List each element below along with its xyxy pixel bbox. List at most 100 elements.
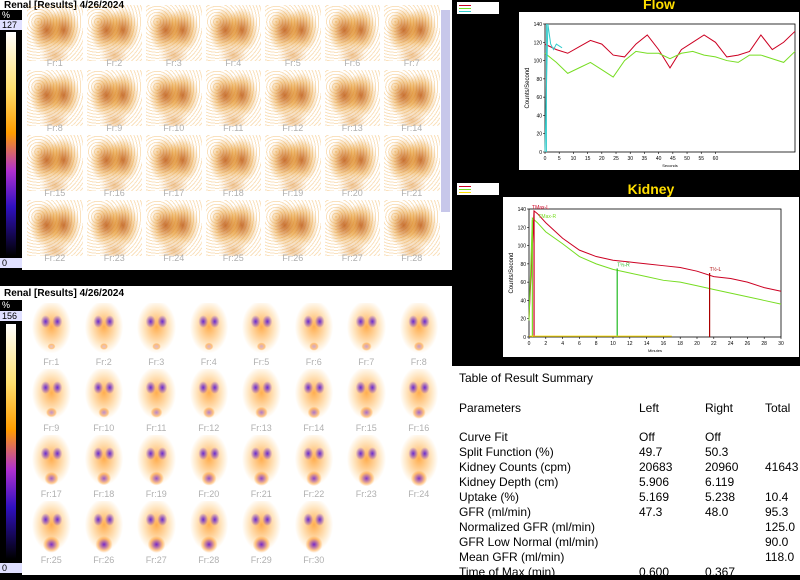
frame-label: Fr:3 [148, 357, 165, 367]
frame-thumbnail[interactable]: Fr:20 [184, 435, 233, 499]
frame-thumbnail[interactable]: Fr:13 [324, 70, 380, 133]
frame-label: Fr:8 [46, 123, 63, 133]
scan-image [27, 5, 83, 61]
frame-label: Fr:11 [223, 123, 244, 133]
x-tick-label: 40 [656, 156, 662, 162]
frame-thumbnail[interactable]: Fr:11 [132, 369, 181, 433]
x-tick-label: 26 [745, 341, 751, 347]
frame-thumbnail[interactable]: Fr:23 [86, 200, 142, 263]
scan-image [265, 200, 321, 256]
y-tick-label: 140 [518, 207, 527, 213]
frame-thumbnail[interactable]: Fr:8 [27, 70, 83, 133]
frame-thumbnail[interactable]: Fr:6 [324, 5, 380, 68]
frame-thumbnail[interactable]: Fr:24 [146, 200, 202, 263]
x-tick-label: 12 [627, 341, 633, 347]
frame-thumbnail[interactable]: Fr:23 [342, 435, 391, 499]
frame-thumbnail[interactable]: Fr:19 [132, 435, 181, 499]
frame-thumbnail[interactable]: Fr:18 [205, 135, 261, 198]
frame-thumbnail[interactable]: Fr:5 [265, 5, 321, 68]
scan-image [132, 303, 181, 356]
table-header: Parameters Left Right Total [459, 401, 800, 416]
scan-image [237, 501, 286, 554]
frame-label: Fr:4 [200, 357, 217, 367]
header-parameters: Parameters [459, 401, 522, 415]
frame-thumbnail[interactable]: Fr:16 [86, 135, 142, 198]
frame-label: Fr:18 [93, 489, 115, 499]
frame-thumbnail[interactable]: Fr:10 [79, 369, 128, 433]
frame-thumbnail[interactable]: Fr:9 [86, 70, 142, 133]
scale-unit: % [2, 10, 11, 20]
frame-thumbnail[interactable]: Fr:17 [146, 135, 202, 198]
frame-thumbnail[interactable]: Fr:12 [265, 70, 321, 133]
frame-thumbnail[interactable]: Fr:11 [205, 70, 261, 133]
frame-thumbnail[interactable]: Fr:28 [184, 501, 233, 565]
frame-thumbnail[interactable]: Fr:2 [79, 303, 128, 367]
marker-label: TMax-L [532, 205, 549, 211]
frame-thumbnail[interactable]: Fr:26 [79, 501, 128, 565]
frame-thumbnail[interactable]: Fr:10 [146, 70, 202, 133]
frame-thumbnail[interactable]: Fr:15 [27, 135, 83, 198]
frame-thumbnail[interactable]: Fr:1 [27, 303, 76, 367]
y-tick-label: 120 [518, 225, 527, 231]
frame-thumbnail[interactable]: Fr:15 [342, 369, 391, 433]
frame-thumbnail[interactable]: Fr:22 [27, 200, 83, 263]
frame-thumbnail[interactable]: Fr:7 [384, 5, 440, 68]
frame-thumbnail[interactable]: Fr:14 [289, 369, 338, 433]
frame-thumbnail[interactable]: Fr:25 [205, 200, 261, 263]
frame-label: Fr:26 [93, 555, 115, 565]
frame-thumbnail[interactable]: Fr:27 [132, 501, 181, 565]
frame-thumbnail[interactable]: Fr:30 [289, 501, 338, 565]
frame-label: Fr:16 [408, 423, 430, 433]
frame-thumbnail[interactable]: Fr:4 [205, 5, 261, 68]
table-cell: 125.0 [765, 520, 796, 534]
frame-thumbnail[interactable]: Fr:14 [384, 70, 440, 133]
frame-thumbnail[interactable]: Fr:29 [237, 501, 286, 565]
frame-thumbnail[interactable]: Fr:7 [342, 303, 391, 367]
frame-label: Fr:18 [222, 188, 244, 198]
table-cell: 49.7 [639, 445, 663, 459]
scan-image [86, 5, 142, 61]
y-tick-label: 140 [534, 22, 543, 28]
frame-thumbnail[interactable]: Fr:5 [237, 303, 286, 367]
frame-thumbnail[interactable]: Fr:12 [184, 369, 233, 433]
x-tick-label: 20 [599, 156, 605, 162]
frame-thumbnail[interactable]: Fr:21 [384, 135, 440, 198]
frame-thumbnail[interactable]: Fr:16 [394, 369, 443, 433]
header-total: Total [765, 401, 791, 415]
frame-thumbnail[interactable]: Fr:17 [27, 435, 76, 499]
table-row: GFR (ml/min) 47.3 48.0 95.3 [459, 505, 800, 520]
frame-thumbnail[interactable]: Fr:28 [384, 200, 440, 263]
frame-thumbnail[interactable]: Fr:4 [184, 303, 233, 367]
frame-thumbnail[interactable]: Fr:26 [265, 200, 321, 263]
frame-thumbnail[interactable]: Fr:24 [394, 435, 443, 499]
frame-thumbnail[interactable]: Fr:21 [237, 435, 286, 499]
frame-thumbnail[interactable]: Fr:2 [86, 5, 142, 68]
frame-thumbnail[interactable]: Fr:1 [27, 5, 83, 68]
frame-thumbnail[interactable]: Fr:8 [394, 303, 443, 367]
marker-label: T½-R [617, 261, 630, 268]
frame-thumbnail[interactable]: Fr:3 [132, 303, 181, 367]
frame-thumbnail[interactable]: Fr:3 [146, 5, 202, 68]
frame-thumbnail[interactable]: Fr:13 [237, 369, 286, 433]
scan-image [324, 70, 380, 126]
frame-thumbnail[interactable]: Fr:20 [324, 135, 380, 198]
frame-thumbnail[interactable]: Fr:22 [289, 435, 338, 499]
scrollbar[interactable] [441, 10, 450, 212]
y-tick-label: 0 [523, 335, 526, 341]
frame-label: Fr:5 [253, 357, 270, 367]
table-cell: 20683 [639, 460, 673, 474]
frame-thumbnail[interactable]: Fr:19 [265, 135, 321, 198]
scan-image [86, 70, 142, 126]
scan-image [184, 501, 233, 554]
frame-thumbnail[interactable]: Fr:27 [324, 200, 380, 263]
table-cell: 0.600 [639, 565, 670, 579]
table-cell: 90.0 [765, 535, 789, 549]
frame-thumbnail[interactable]: Fr:9 [27, 369, 76, 433]
frame-thumbnail[interactable]: Fr:18 [79, 435, 128, 499]
flow-chart-panel: Flow 0 20 40 60 80 100 120 140 0 5 10 15 20 25 30 35 40 4… [453, 0, 800, 176]
frame-thumbnail[interactable]: Fr:25 [27, 501, 76, 565]
frame-label: Fr:12 [282, 123, 304, 133]
frame-label: Fr:6 [305, 357, 322, 367]
kidney-chart-panel: Kidney 0 20 40 60 80 100 120 140 0 2 4 6 8 10 12 14 16 18… [453, 181, 800, 361]
frame-thumbnail[interactable]: Fr:6 [289, 303, 338, 367]
